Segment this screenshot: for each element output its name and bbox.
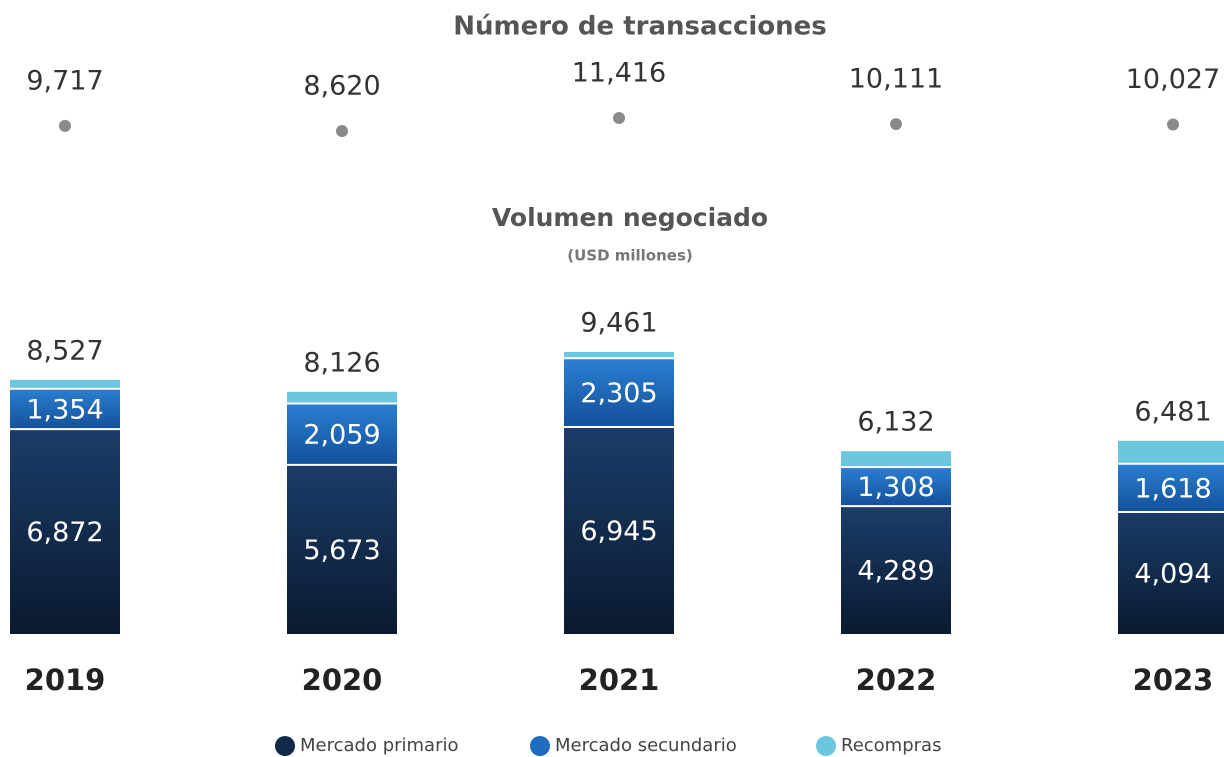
bar-segment [1118,463,1224,512]
dot [1167,118,1179,131]
x-tick-label: 2023 [1133,663,1214,697]
bar-subtitle: (USD millones) [567,247,693,265]
legend-label: Recompras [841,735,941,756]
total-label: 9,461 [580,308,657,339]
segment-label: 1,308 [857,472,934,503]
bar-segment [564,352,674,359]
segment-label: 2,059 [303,420,380,451]
total-label: 6,481 [1134,396,1211,427]
legend-swatch [530,736,550,756]
dot [336,125,348,137]
x-tick-label: 2020 [302,663,383,697]
legend-swatch [816,736,836,756]
segment-label: 1,618 [1134,473,1211,504]
segment-label: 5,673 [303,535,380,566]
x-tick-label: 2022 [856,663,937,697]
bar-segment [10,429,120,634]
bar-segment [287,464,397,634]
dot [613,112,625,124]
dot-label: 8,620 [303,71,380,102]
total-label: 8,126 [303,347,380,378]
legend-label: Mercado primario [300,735,459,756]
dot-label: 10,027 [1126,64,1220,95]
dot [890,118,902,131]
total-label: 8,527 [26,335,103,366]
bar-segment [287,403,397,465]
segment-label: 6,872 [26,517,103,548]
legend-label: Mercado secundario [555,735,737,756]
bar-segment [10,388,120,430]
segment-label: 6,945 [580,516,657,547]
legend-swatch [275,736,295,756]
dot-title: Número de transacciones [453,12,827,42]
bar-segment [287,391,397,404]
bar-segment [841,467,951,507]
segment-label: 1,354 [26,394,103,425]
x-tick-label: 2021 [579,663,660,697]
bar-segment [564,358,674,427]
bar-segment [1118,511,1224,634]
bar-segment [1118,440,1224,464]
bar-title: Volumen negociado [492,203,768,232]
segment-label: 2,305 [580,378,657,409]
segment-label: 4,289 [857,556,934,587]
dot-label: 10,111 [849,64,943,95]
segment-label: 4,094 [1134,558,1211,589]
total-label: 6,132 [857,407,934,438]
dot [59,119,71,132]
dot-label: 11,416 [572,58,666,89]
dot-label: 9,717 [26,65,103,96]
bar-segment [564,426,674,634]
bar-segment [841,506,951,634]
bar-segment [841,451,951,468]
bar-segment [10,379,120,389]
x-tick-label: 2019 [25,663,106,697]
